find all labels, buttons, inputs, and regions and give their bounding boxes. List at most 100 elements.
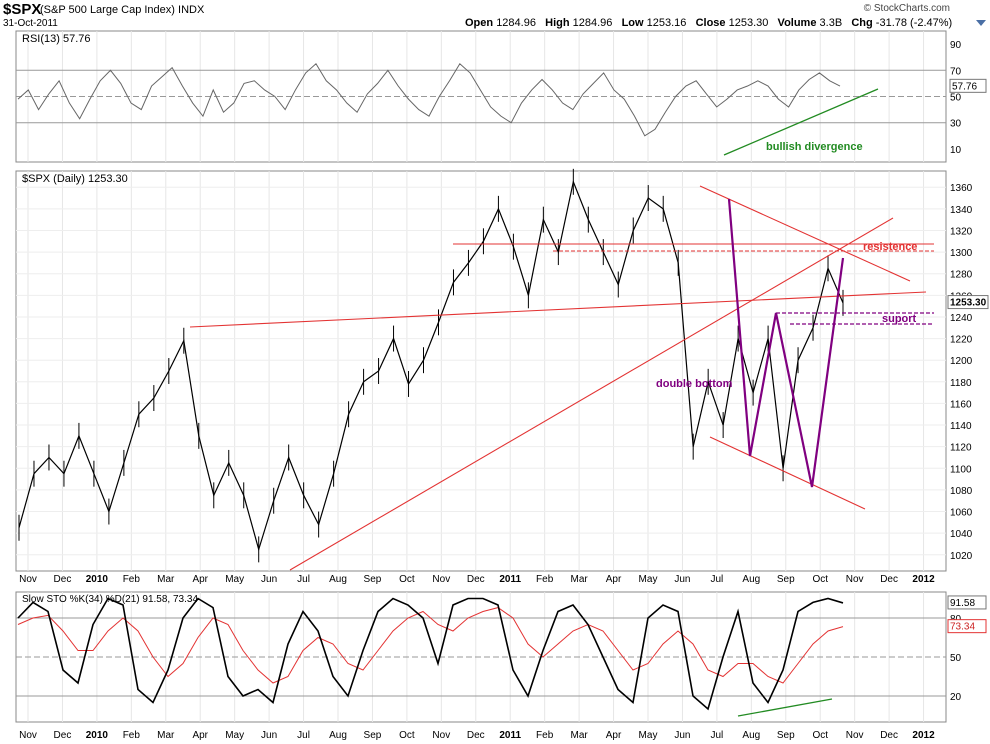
pane-frame-2 xyxy=(15,170,947,572)
support-annotation: suport xyxy=(882,313,917,325)
rsi-value-badge xyxy=(949,78,987,93)
price-y-tick-label: 1080 xyxy=(950,486,973,497)
sto-d-line xyxy=(17,607,844,684)
price-y-tick-label: 1140 xyxy=(950,421,972,432)
rsi-annotation: bullish divergence xyxy=(766,141,863,153)
sto-k-line xyxy=(17,597,844,711)
sto-y-tick-label: 50 xyxy=(950,653,962,664)
x-tick-label: Apr xyxy=(606,574,622,585)
resistance-annotation: resistence xyxy=(863,241,917,253)
price-y-tick-label: 1100 xyxy=(950,464,972,475)
quote-date: 31-Oct-2011 xyxy=(3,18,58,29)
x-tick-label: May xyxy=(639,574,658,585)
x-tick-label: Apr xyxy=(192,730,208,741)
brand-label: © StockCharts.com xyxy=(863,3,950,14)
double-bottom-annotation: double bottom xyxy=(656,378,733,390)
price-y-tick-label: 1320 xyxy=(950,226,973,237)
x-tick-label: Jun xyxy=(674,730,690,741)
x-tick-label: Dec xyxy=(880,574,898,585)
sto-k-last-value: 91.58 xyxy=(950,598,975,609)
price-y-tick-label: 1060 xyxy=(950,508,973,519)
x-tick-label: Dec xyxy=(54,574,72,585)
rsi-y-tick-label: 70 xyxy=(950,66,962,77)
price-y-tick-label: 1120 xyxy=(950,443,972,454)
price-line xyxy=(18,179,844,552)
x-tick-label: Aug xyxy=(742,574,760,585)
price-y-tick-label: 1360 xyxy=(950,183,973,194)
x-tick-label: Oct xyxy=(399,730,415,741)
x-tick-label: Feb xyxy=(123,574,141,585)
x-tick-label: Sep xyxy=(777,730,795,741)
x-tick-label: Nov xyxy=(432,574,450,585)
x-tick-label: Nov xyxy=(19,730,37,741)
sto-legend: Slow STO %K(34) %D(21) 91.58, 73.34 xyxy=(22,594,198,605)
x-tick-label: Nov xyxy=(19,574,37,585)
x-tick-label: Mar xyxy=(157,574,175,585)
x-tick-label: Feb xyxy=(536,574,554,585)
price-last-value: 1253.30 xyxy=(950,298,987,309)
x-tick-label: Jul xyxy=(710,574,723,585)
x-tick-label: Oct xyxy=(812,730,828,741)
x-tick-label: 2011 xyxy=(499,730,521,741)
x-tick-label: Feb xyxy=(123,730,141,741)
wedge-top-line xyxy=(699,185,911,282)
price-y-tick-label: 1180 xyxy=(950,378,972,389)
x-tick-label: Dec xyxy=(54,730,72,741)
quote-summary: Open 1284.96 High 1284.96 Low 1253.16 Cl… xyxy=(465,17,953,29)
x-tick-label: Dec xyxy=(467,574,485,585)
rsi-line xyxy=(17,62,841,137)
x-tick-label: Sep xyxy=(777,574,795,585)
wedge-bottom-line xyxy=(709,436,866,510)
x-tick-label: Jun xyxy=(261,574,277,585)
x-tick-label: Sep xyxy=(364,730,382,741)
symbol-title: $SPX xyxy=(3,1,42,18)
price-y-tick-label: 1340 xyxy=(950,205,973,216)
x-tick-label: 2010 xyxy=(86,730,109,741)
rsi-y-tick-label: 30 xyxy=(950,119,962,130)
rsi-y-tick-label: 50 xyxy=(950,93,962,104)
rsi-last-value: 57.76 xyxy=(952,81,977,92)
x-tick-label: 2010 xyxy=(86,574,109,585)
rsi-y-tick-label: 90 xyxy=(950,40,962,51)
x-tick-label: Aug xyxy=(329,574,347,585)
x-tick-label: 2011 xyxy=(499,574,521,585)
price-legend: $SPX (Daily) 1253.30 xyxy=(22,173,128,185)
x-tick-label: 2012 xyxy=(912,730,935,741)
x-tick-label: Mar xyxy=(157,730,175,741)
x-tick-label: May xyxy=(639,730,658,741)
x-tick-label: Jul xyxy=(710,730,723,741)
x-tick-label: Jul xyxy=(297,730,310,741)
x-tick-label: Jun xyxy=(261,730,277,741)
x-tick-label: Dec xyxy=(467,730,485,741)
price-y-tick-label: 1240 xyxy=(950,313,973,324)
x-tick-label: Oct xyxy=(399,574,415,585)
sto-k-badge xyxy=(947,595,987,610)
price-y-tick-label: 1040 xyxy=(950,529,973,540)
x-tick-label: Feb xyxy=(536,730,554,741)
chart-header: $SPX (S&P 500 Large Cap Index) INDX 31-O… xyxy=(0,0,990,30)
rsi-divergence-line xyxy=(723,88,879,156)
rsi-legend: RSI(13) 57.76 xyxy=(22,33,90,45)
price-y-tick-label: 1200 xyxy=(950,356,973,367)
x-tick-label: May xyxy=(225,730,244,741)
rsi-y-tick-label: 10 xyxy=(950,145,962,156)
x-tick-label: Nov xyxy=(846,730,864,741)
price-y-tick-label: 1280 xyxy=(950,270,973,281)
chevron-down-icon[interactable] xyxy=(976,20,986,26)
sto-y-tick-label: 20 xyxy=(950,692,962,703)
trendline-rising xyxy=(289,217,894,571)
sto-d-badge xyxy=(947,619,987,634)
price-y-tick-label: 1300 xyxy=(950,248,973,259)
price-y-tick-label: 1220 xyxy=(950,335,973,346)
x-tick-label: Mar xyxy=(570,574,588,585)
x-tick-label: Nov xyxy=(846,574,864,585)
x-tick-label: Jul xyxy=(297,574,310,585)
x-tick-label: Apr xyxy=(192,574,208,585)
x-tick-label: Jun xyxy=(674,574,690,585)
price-value-badge xyxy=(947,295,989,310)
sto-divergence-line xyxy=(737,698,833,717)
trendline-long xyxy=(189,291,927,328)
x-tick-label: Aug xyxy=(329,730,347,741)
x-tick-label: 2012 xyxy=(912,574,935,585)
